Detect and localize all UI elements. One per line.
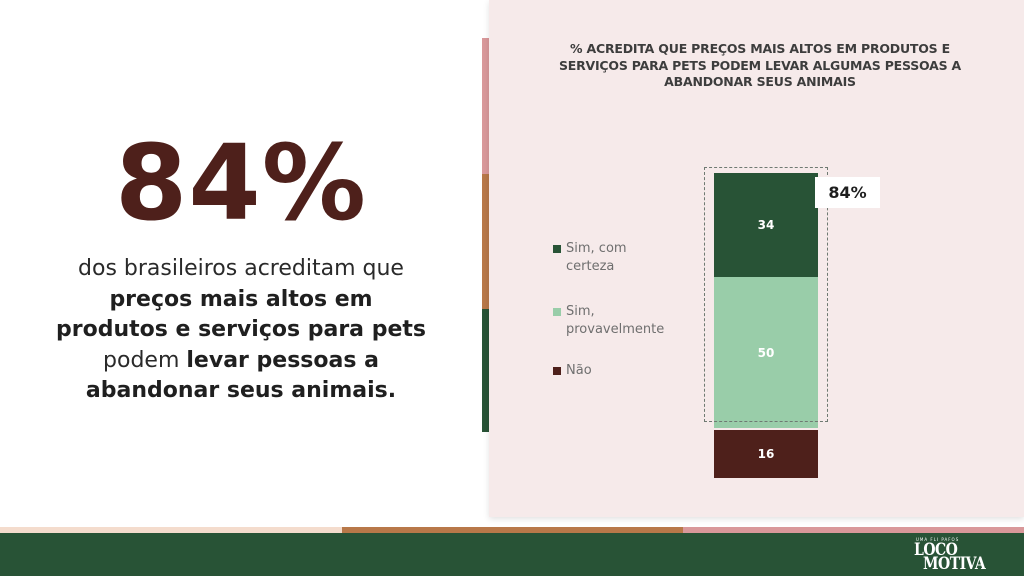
footer-bar — [0, 533, 1024, 576]
legend-item-sim-provavelmente: Sim, provavelmente — [553, 303, 664, 339]
headline-section: 84% dos brasileiros acreditam que preços… — [0, 0, 482, 527]
legend-swatch-icon — [553, 245, 561, 253]
decor-stripe-orange — [482, 174, 489, 309]
segment-value: 34 — [757, 218, 775, 232]
decor-stripe-green — [482, 309, 489, 432]
legend-item-nao: Não — [553, 362, 592, 380]
legend-label: Sim, com certeza — [566, 241, 627, 274]
statement-emphasis: levar pessoas a — [186, 347, 379, 373]
footer-stripe-orange — [342, 527, 683, 533]
footer-stripe-peach — [0, 527, 342, 533]
logo-line1: LOCO — [914, 540, 958, 560]
statement-text: podem — [103, 347, 180, 373]
chart-title: % ACREDITA QUE PREÇOS MAIS ALTOS EM PROD… — [520, 41, 1000, 91]
statement-emphasis: abandonar seus animais. — [85, 378, 397, 403]
segment-value: 16 — [757, 447, 775, 461]
chart-title-line: SERVIÇOS PARA PETS PODEM LEVAR ALGUMAS P… — [558, 57, 962, 73]
legend-swatch-icon — [553, 308, 561, 316]
bar-segment-sim-provavelmente: 50 — [714, 277, 818, 428]
footer-stripe-pink — [683, 527, 1024, 533]
statement-text: dos brasileiros acreditam que — [78, 256, 404, 281]
bar-segment-sim-com-certeza: 34 — [714, 173, 818, 277]
statement-emphasis: preços mais altos em — [109, 286, 373, 312]
locomotiva-logo: UMA FLI PAFOS LOCO MOTIVA — [914, 537, 1006, 573]
decor-stripe-pink — [482, 38, 489, 174]
total-label: 84% — [815, 177, 880, 208]
statement-emphasis: produtos e serviços para pets — [56, 317, 426, 342]
headline-percentage: 84% — [115, 122, 367, 244]
logo-tagline: UMA FLI PAFOS — [916, 537, 960, 542]
logo-line2: MOTIVA — [923, 554, 986, 574]
legend-label: Sim, provavelmente — [566, 304, 665, 337]
headline-statement: dos brasileiros acreditam que preços mai… — [30, 254, 452, 407]
chart-title-line: % ACREDITA QUE PREÇOS MAIS ALTOS EM PROD… — [570, 41, 950, 56]
legend-label: Não — [566, 363, 592, 378]
legend-item-sim-com-certeza: Sim, com certeza — [553, 240, 627, 276]
chart-title-line: ABANDONAR SEUS ANIMAIS — [664, 74, 856, 89]
segment-value: 50 — [757, 345, 775, 360]
total-highlight-box — [704, 167, 828, 422]
legend-swatch-icon — [553, 367, 561, 375]
bar-segment-nao: 16 — [714, 430, 818, 478]
